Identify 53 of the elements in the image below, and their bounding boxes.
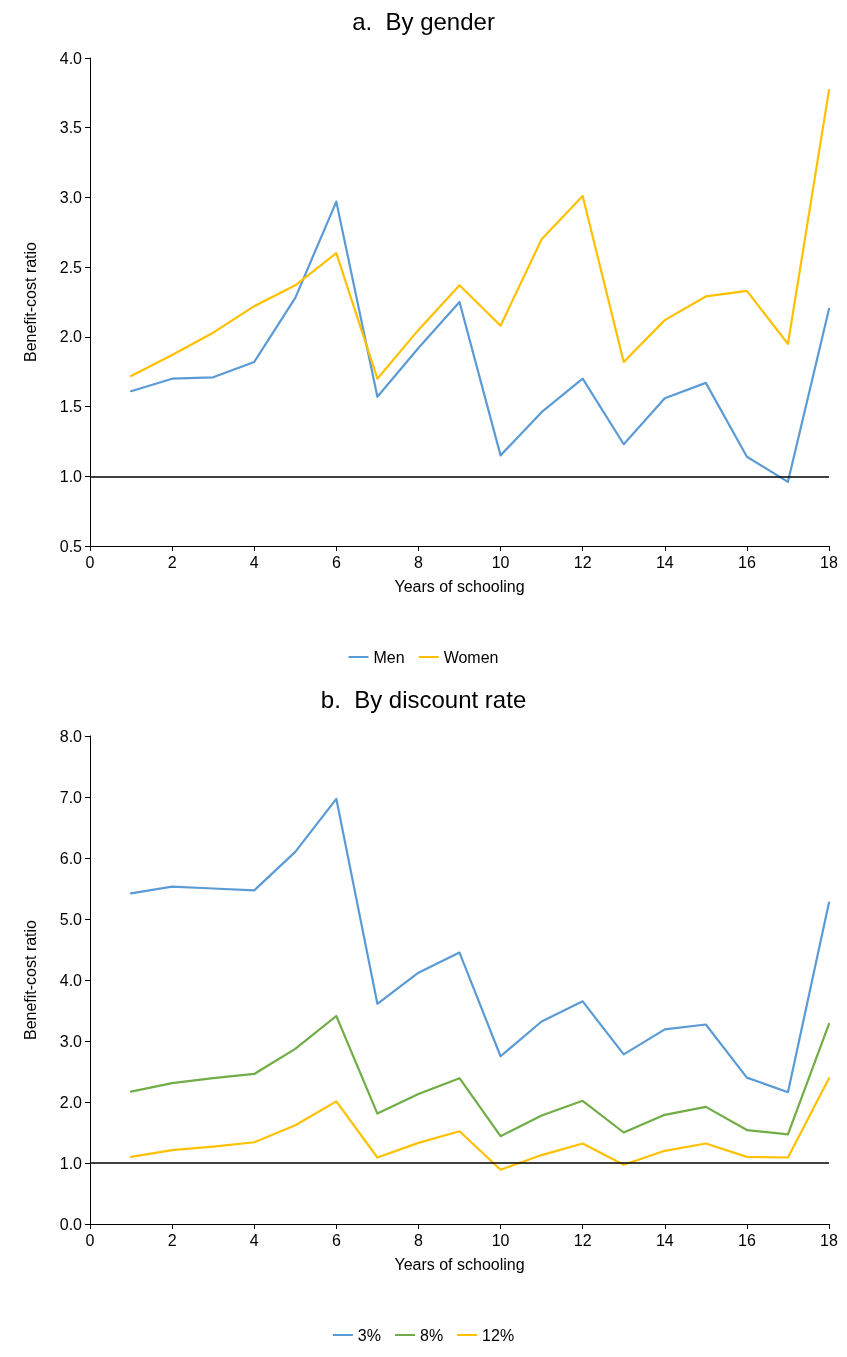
x-tick-label: 12 (573, 553, 592, 571)
y-axis-title: Benefit-cost ratio (21, 919, 39, 1041)
y-tick-label: 8.0 (59, 727, 83, 745)
y-tick-label: 5.0 (59, 910, 83, 928)
x-tick-label: 2 (167, 553, 177, 571)
x-tick-label: 12 (573, 1231, 592, 1249)
y-tick-label: 0.0 (59, 1215, 83, 1233)
y-tick-label: 2.0 (59, 328, 83, 346)
x-tick-label: 16 (737, 1231, 756, 1249)
x-axis-title: Years of schooling (394, 577, 525, 595)
y-tick-label: 0.5 (59, 537, 83, 555)
y-tick-label: 2.0 (59, 1093, 83, 1111)
legend-label: 3% (357, 1326, 381, 1344)
x-tick-label: 18 (820, 553, 838, 571)
x-tick-label: 6 (331, 553, 341, 571)
x-tick-label: 0 (85, 1231, 95, 1249)
y-tick-label: 2.5 (59, 258, 83, 276)
line-series (129, 200, 831, 483)
line-series (129, 1014, 831, 1138)
y-tick-label: 3.5 (59, 119, 83, 137)
y-axis-title: Benefit-cost ratio (21, 241, 39, 363)
y-tick-label: 1.5 (59, 398, 83, 416)
legend-label: 8% (419, 1326, 444, 1344)
x-tick-label: 8 (413, 553, 423, 571)
x-tick-label: 18 (820, 1231, 838, 1249)
y-tick-label: 6.0 (59, 849, 83, 867)
line-series (129, 1077, 831, 1171)
y-tick-label: 3.0 (59, 188, 83, 206)
x-tick-label: 14 (655, 553, 674, 571)
x-tick-label: 10 (491, 1231, 510, 1249)
x-tick-label: 8 (413, 1231, 423, 1249)
x-tick-label: 14 (655, 1231, 674, 1249)
y-tick-label: 7.0 (59, 788, 83, 806)
y-tick-label: 4.0 (59, 49, 83, 67)
y-tick-label: 1.0 (59, 1154, 83, 1172)
x-tick-label: 10 (491, 553, 510, 571)
line-series (129, 88, 831, 380)
x-tick-label: 0 (85, 553, 95, 571)
legend-label: Women (443, 648, 499, 666)
legend-label: 12% (482, 1326, 515, 1344)
line-series (129, 797, 831, 1094)
x-axis-title: Years of schooling (394, 1255, 525, 1273)
x-tick-label: 16 (737, 553, 756, 571)
chart-title: a. By gender (352, 7, 495, 35)
x-tick-label: 2 (167, 1231, 177, 1249)
x-tick-label: 4 (249, 553, 259, 571)
legend-label: Men (373, 648, 405, 666)
x-tick-label: 6 (331, 1231, 341, 1249)
y-tick-label: 1.0 (59, 467, 83, 485)
y-tick-label: 3.0 (59, 1032, 83, 1050)
x-tick-label: 4 (249, 1231, 259, 1249)
chart-title: b. By discount rate (320, 685, 527, 713)
y-tick-label: 4.0 (59, 971, 83, 989)
